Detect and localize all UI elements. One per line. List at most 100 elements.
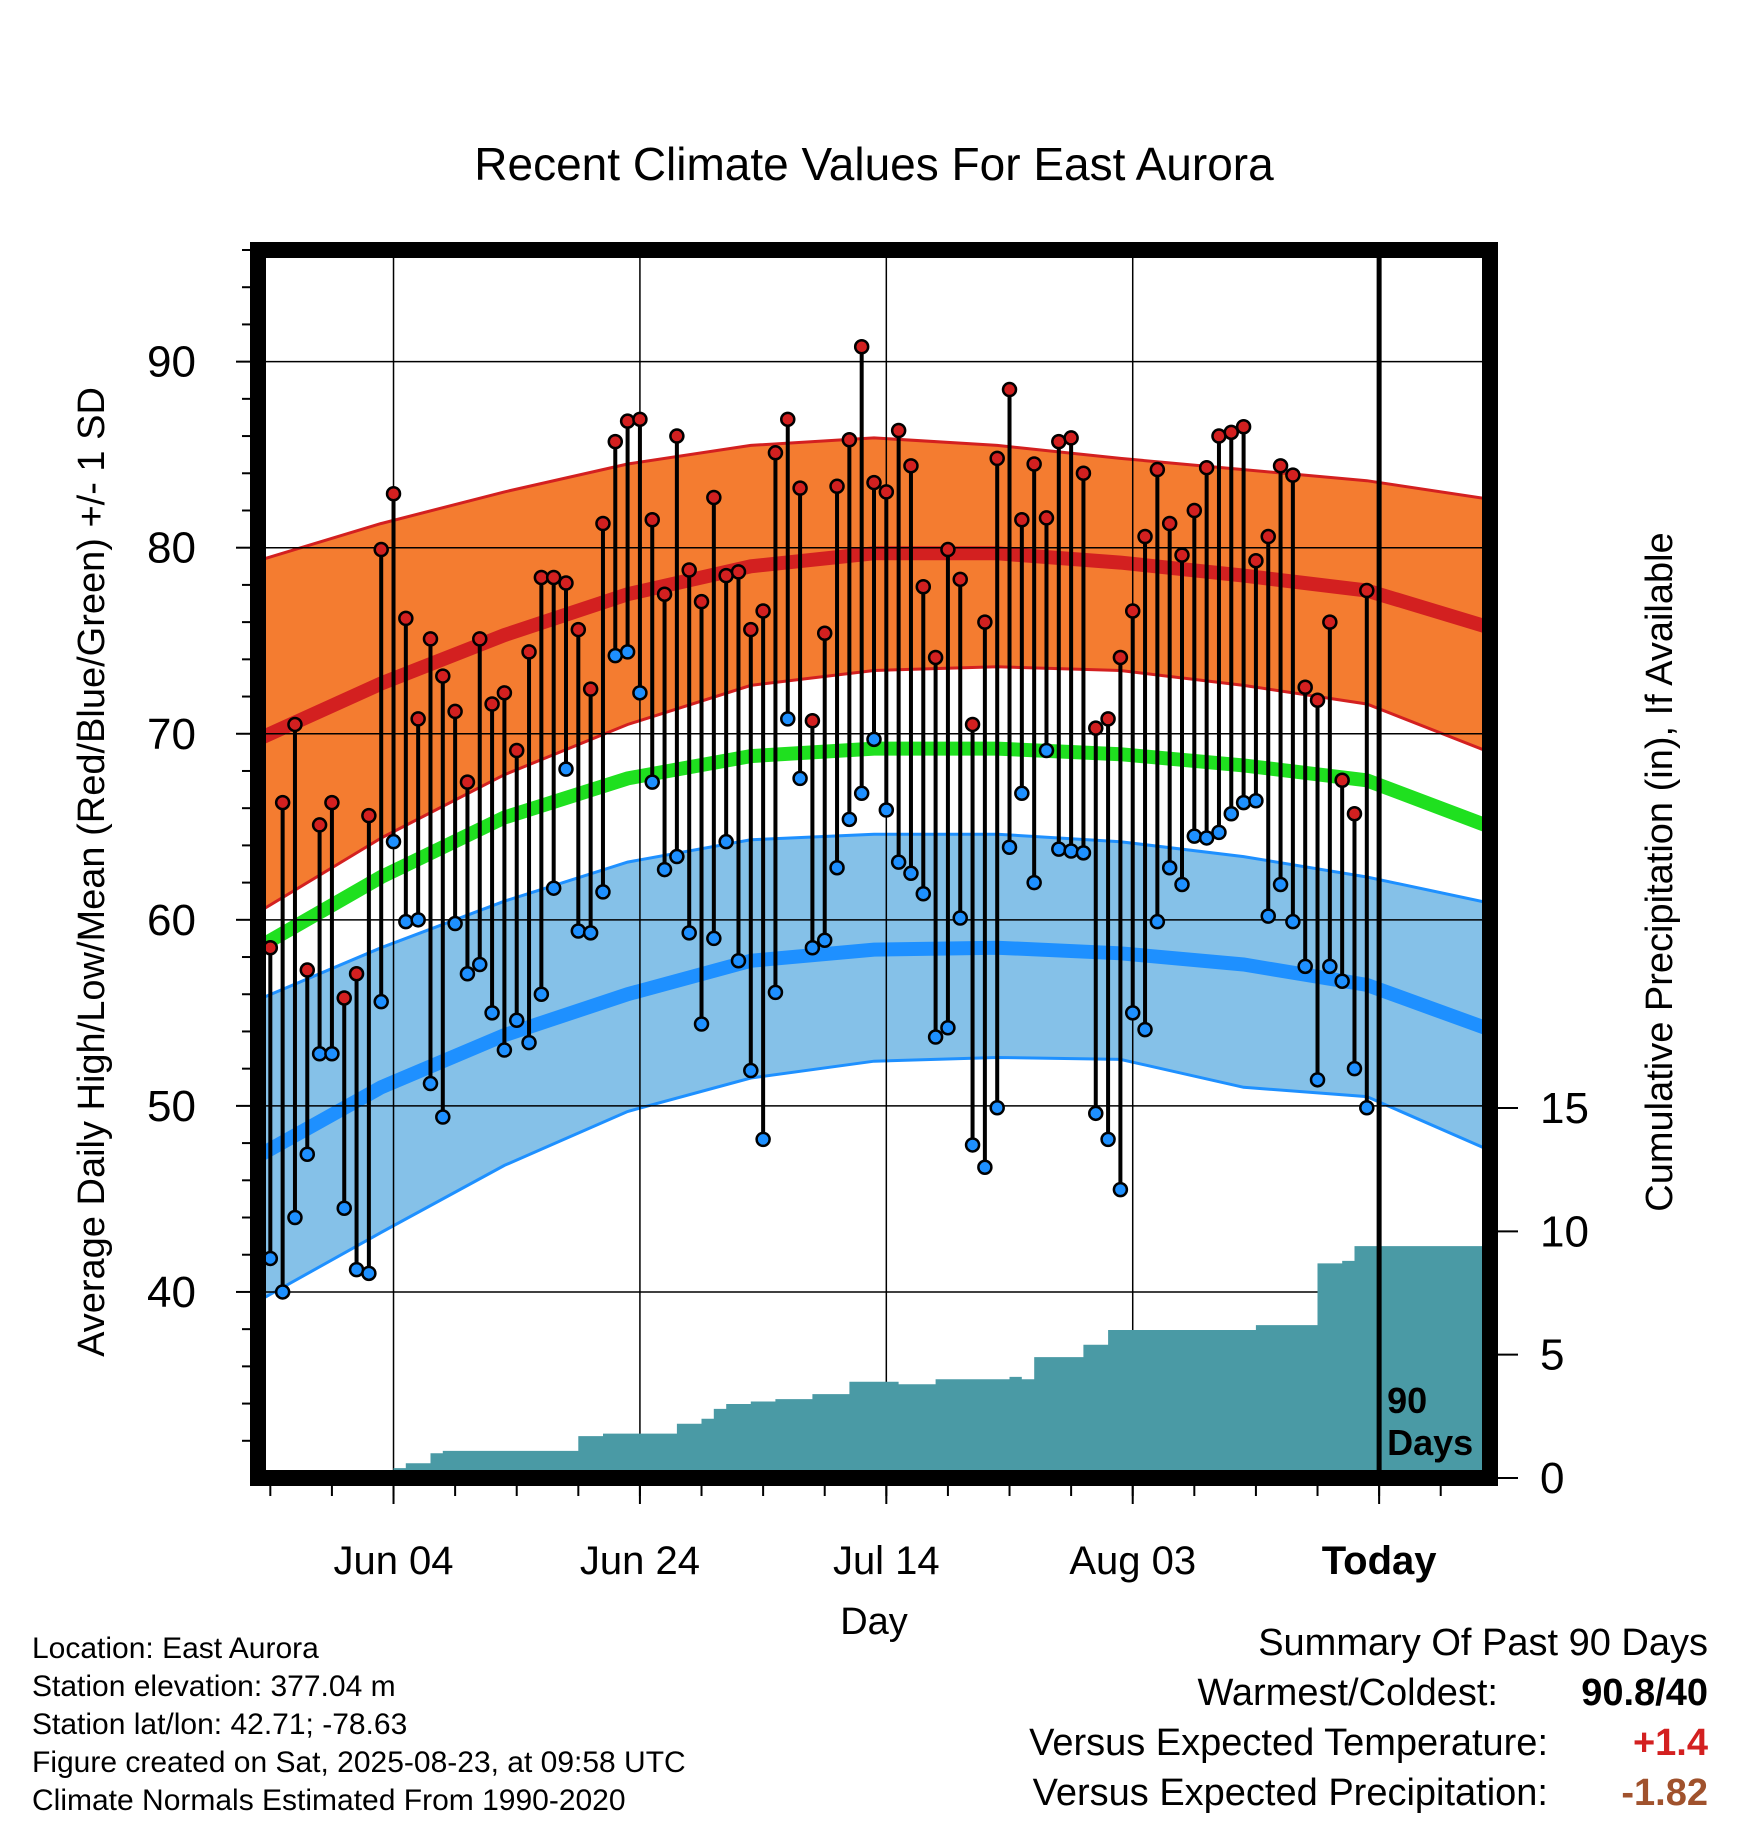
low-point [1161,859,1178,876]
high-point [755,603,771,619]
low-point [435,1109,451,1125]
y2-tick-label: 10 [1540,1207,1589,1256]
high-point [619,413,636,429]
low-point [890,854,907,870]
high-point [496,685,513,701]
high-point [1186,502,1203,519]
low-point [792,770,808,787]
high-point [1112,649,1129,666]
low-point [829,859,845,876]
high-point [816,625,833,642]
high-point [459,774,476,790]
high-point [1297,679,1313,695]
high-point [903,458,919,474]
low-point [693,1016,710,1032]
high-point [422,631,439,647]
low-point [274,1284,291,1300]
high-point [915,579,932,595]
info-created: Figure created on Sat, 2025-08-23, at 09… [32,1746,686,1779]
high-point [348,966,365,982]
x-axis-label: Day [840,1601,908,1643]
low-point [903,865,919,882]
high-point [582,681,599,697]
high-point [681,562,697,578]
info-elevation: Station elevation: 377.04 m [32,1670,396,1703]
low-point [952,910,968,926]
low-point [730,953,747,969]
low-point [496,1042,513,1058]
low-point [1248,792,1264,809]
y2-tick-label: 15 [1540,1084,1589,1133]
low-point [964,1137,981,1153]
x-tick-label: Jun 24 [580,1539,700,1583]
low-point [866,731,882,748]
high-point [866,474,882,491]
y2-axis-label: Cumulative Precipitation (in), If Availa… [1639,532,1681,1211]
low-point [607,647,624,664]
high-point [989,450,1005,467]
low-point [410,912,426,928]
y-tick-label: 70 [147,710,196,759]
info-latlon: Station lat/lon: 42.71; -78.63 [32,1708,408,1741]
high-point [1211,428,1227,444]
low-point [1001,839,1018,856]
high-point [447,703,463,720]
y2-tick-label: 0 [1540,1454,1564,1503]
high-point [484,696,500,712]
low-point [545,880,562,896]
high-point [287,716,303,733]
low-point [656,861,673,878]
y-tick-label: 90 [147,338,196,387]
high-point [1038,510,1055,526]
high-point [558,575,574,591]
low-point [1285,913,1301,930]
high-point [324,794,340,811]
low-sd-band-fill [258,834,1490,1302]
summary-warmest-row: Warmest/Coldest: 90.8/40 [1197,1672,1708,1715]
normal-low-line [258,940,1490,1163]
high-point [1161,515,1178,532]
info-normals: Climate Normals Estimated From 1990-2020 [32,1784,626,1817]
high-point [1272,458,1289,474]
low-point [582,925,599,941]
low-point [336,1200,352,1216]
high-point [1075,465,1092,482]
low-point [927,1029,944,1045]
low-point [1137,1021,1153,1038]
high-point [1063,430,1079,446]
high-point [890,422,907,439]
summary-title: Summary Of Past 90 Days [1258,1622,1708,1665]
low-point [299,1146,316,1163]
high-point [1235,419,1252,435]
high-point [472,631,488,647]
low-point [780,711,796,727]
x-tick-label: Jul 14 [833,1539,940,1583]
low-point [841,811,858,828]
high-point [1346,806,1363,822]
high-point [1149,461,1166,478]
low-point [472,956,488,973]
high-point [1334,772,1350,789]
high-point [398,610,414,627]
low-point [718,833,734,850]
low-point [1124,1005,1141,1021]
high-point [964,716,981,733]
high-point [435,668,451,684]
low-point [989,1099,1005,1116]
high-point [693,593,710,610]
high-point [940,541,956,558]
low-point [669,848,685,865]
high-point [1285,467,1301,483]
high-point [508,742,525,759]
low-point [1322,958,1338,975]
high-point [841,432,858,448]
low-point [348,1261,365,1278]
low-point [743,1062,759,1079]
high-point [792,480,808,496]
high-point [1100,711,1116,727]
high-point [545,569,562,586]
high-point [780,411,796,428]
high-point [1309,692,1326,709]
low-point [706,930,722,947]
